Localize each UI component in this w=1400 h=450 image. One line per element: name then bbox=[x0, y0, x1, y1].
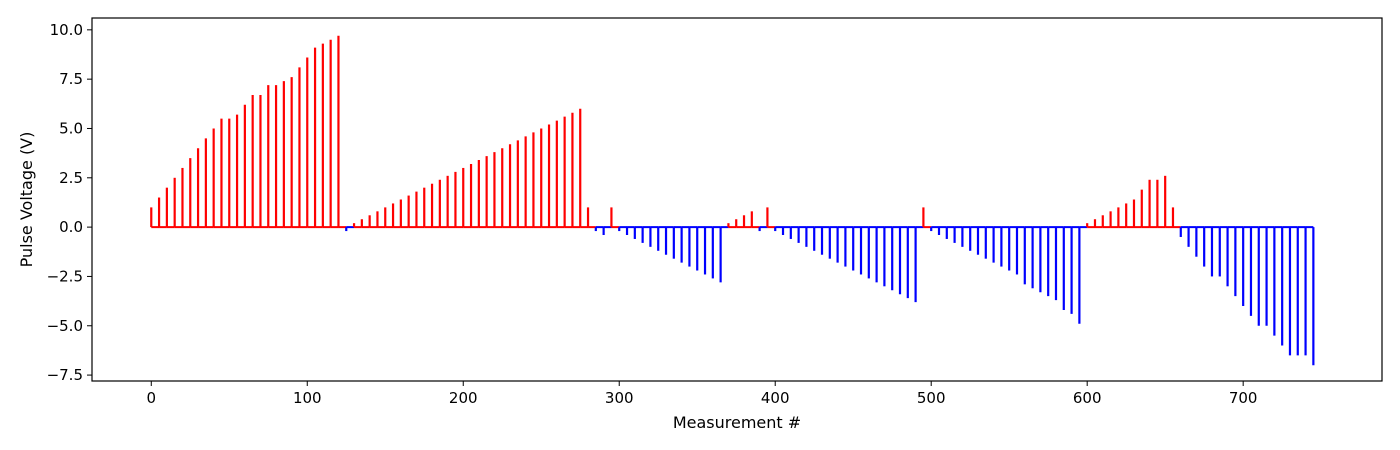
y-tick-label: −2.5 bbox=[47, 267, 83, 285]
y-tick-label: −5.0 bbox=[47, 317, 83, 335]
x-tick-label: 700 bbox=[1229, 389, 1258, 407]
x-tick-label: 300 bbox=[605, 389, 634, 407]
y-axis-ticks: −7.5 −5.0 −2.5 0.0 2.5 5.0 7.5 10.0 bbox=[47, 21, 92, 384]
bars-layer bbox=[150, 35, 1315, 366]
y-tick-label: −7.5 bbox=[47, 366, 83, 384]
y-tick-label: 7.5 bbox=[59, 70, 83, 88]
y-tick-label: 10.0 bbox=[50, 21, 83, 39]
y-tick-label: 0.0 bbox=[59, 218, 83, 236]
x-axis-ticks: 0 100 200 300 400 500 600 700 bbox=[147, 381, 1258, 407]
x-tick-label: 100 bbox=[293, 389, 322, 407]
x-tick-label: 400 bbox=[761, 389, 790, 407]
y-axis-label: Pulse Voltage (V) bbox=[17, 132, 36, 268]
x-axis-label: Measurement # bbox=[673, 413, 801, 432]
x-tick-label: 600 bbox=[1073, 389, 1102, 407]
plot-frame bbox=[91, 17, 1383, 382]
y-tick-label: 2.5 bbox=[59, 169, 83, 187]
x-tick-label: 0 bbox=[147, 389, 157, 407]
x-tick-label: 500 bbox=[917, 389, 946, 407]
x-tick-label: 200 bbox=[449, 389, 478, 407]
y-tick-label: 5.0 bbox=[59, 119, 83, 137]
